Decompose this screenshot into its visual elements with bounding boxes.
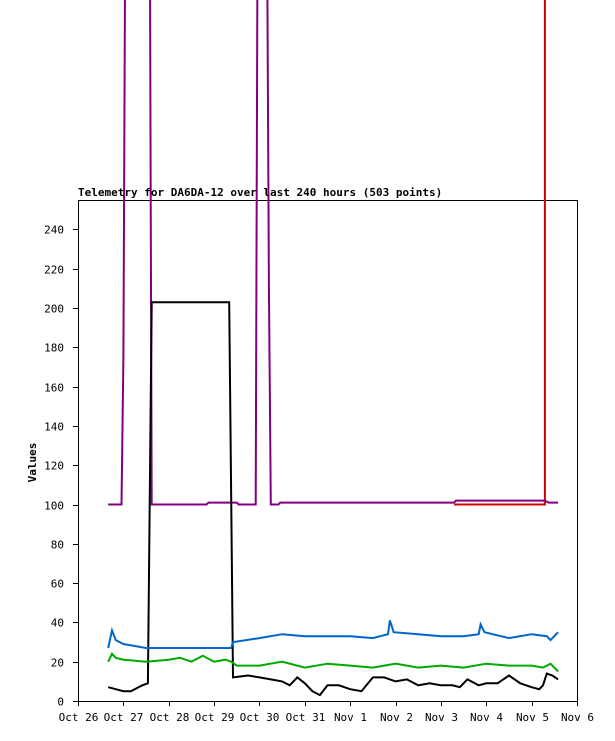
y-tick-label: 0 [57,696,64,709]
y-tick-label: 100 [44,500,64,513]
y-axis: 0 20 40 60 80 100 120 140 160 180 200 220 240 [44,224,78,709]
series-line-1 [454,0,546,506]
x-tick-label: Oct 29 [195,711,235,724]
y-tick-label: 80 [51,539,64,552]
plot-frame [78,200,578,702]
x-tick-label: Oct 27 [104,711,144,724]
y-tick-label: 20 [51,657,64,670]
x-tick-label: Oct 26 [59,711,99,724]
y-tick-label: 40 [51,617,64,630]
series-layer [107,0,559,697]
x-tick-label: Nov 2 [380,711,413,724]
series-line-3 [107,301,559,697]
y-tick-label: 200 [44,303,64,316]
y-tick-label: 180 [44,342,64,355]
x-tick-label: Nov 6 [561,711,594,724]
x-tick-label: Nov 5 [516,711,549,724]
chart-title: Telemetry for DA6DA-12 over last 240 hou… [78,186,442,199]
x-tick-label: Oct 28 [150,711,190,724]
series-line-5 [107,652,559,673]
x-axis: Oct 26 Oct 27 Oct 28 Oct 29 Oct 30 Oct 31 Nov … [59,701,594,724]
y-tick-label: 240 [44,224,64,237]
x-tick-label: Oct 30 [240,711,280,724]
series-line-4 [107,620,559,649]
y-tick-label: 160 [44,382,64,395]
x-tick-label: Nov 3 [425,711,458,724]
y-tick-label: 140 [44,421,64,434]
series-line-2 [108,0,559,506]
y-axis-label: Values [26,443,39,483]
y-tick-label: 220 [44,264,64,277]
x-tick-label: Nov 4 [470,711,503,724]
y-tick-label: 60 [51,578,64,591]
y-tick-label: 120 [44,460,64,473]
x-tick-label: Oct 31 [286,711,326,724]
x-tick-label: Nov 1 [334,711,367,724]
